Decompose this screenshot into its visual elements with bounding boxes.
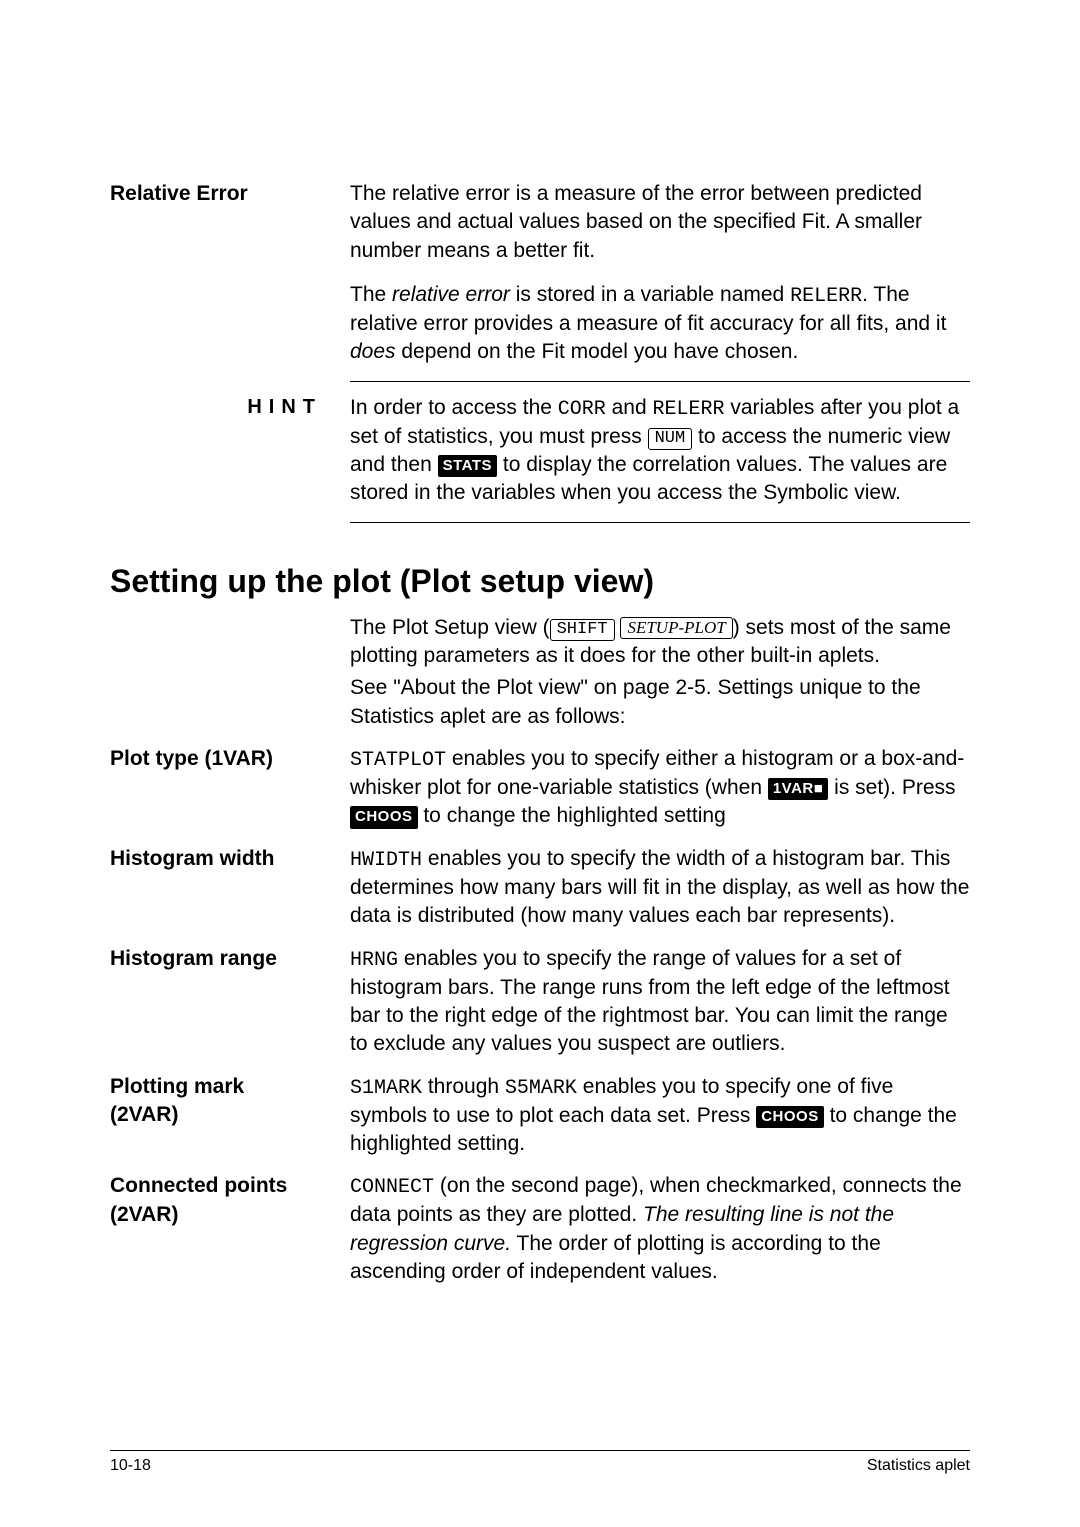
relative-error-body: The relative error is a measure of the e… xyxy=(350,180,970,367)
onevar-softkey: 1VAR■ xyxy=(768,778,828,800)
stats-softkey: STATS xyxy=(438,455,497,477)
relative-error-label: Relative Error xyxy=(110,180,350,367)
plotting-mark-body: S1MARK through S5MARK enables you to spe… xyxy=(350,1073,970,1159)
hist-width-block: Histogram width HWIDTH enables you to sp… xyxy=(110,845,970,931)
page-footer: 10-18 Statistics aplet xyxy=(110,1450,970,1475)
plot-type-block: Plot type (1VAR) STATPLOT enables you to… xyxy=(110,745,970,831)
hist-range-label: Histogram range xyxy=(110,945,350,1059)
choos-softkey: CHOOS xyxy=(350,806,418,828)
plot-type-body: STATPLOT enables you to specify either a… xyxy=(350,745,970,831)
relative-error-block: Relative Error The relative error is a m… xyxy=(110,180,970,367)
setup-plot-key: SETUP-PLOT xyxy=(620,617,732,639)
relerr-para2: The relative error is stored in a variab… xyxy=(350,281,970,367)
relerr-para1: The relative error is a measure of the e… xyxy=(350,180,970,265)
hint-body: In order to access the CORR and RELERR v… xyxy=(350,394,970,508)
num-key: NUM xyxy=(648,428,693,450)
connected-points-body: CONNECT (on the second page), when check… xyxy=(350,1172,970,1286)
hist-width-label: Histogram width xyxy=(110,845,350,931)
plotting-mark-block: Plotting mark (2VAR) S1MARK through S5MA… xyxy=(110,1073,970,1159)
intro-block: The Plot Setup view (SHIFT SETUP-PLOT) s… xyxy=(110,614,970,731)
hist-range-block: Histogram range HRNG enables you to spec… xyxy=(110,945,970,1059)
hist-range-body: HRNG enables you to specify the range of… xyxy=(350,945,970,1059)
choos-softkey-2: CHOOS xyxy=(756,1106,824,1128)
hint-rule-bottom xyxy=(350,522,970,523)
plot-type-label: Plot type (1VAR) xyxy=(110,745,350,831)
hint-block: HINT In order to access the CORR and REL… xyxy=(110,394,970,508)
hint-rule-top xyxy=(350,381,970,382)
connected-points-label: Connected points (2VAR) xyxy=(110,1172,350,1286)
intro-body: The Plot Setup view (SHIFT SETUP-PLOT) s… xyxy=(350,614,970,731)
shift-key: SHIFT xyxy=(550,619,615,641)
footer-title: Statistics aplet xyxy=(867,1457,970,1475)
hint-label: HINT xyxy=(110,394,350,508)
connected-points-block: Connected points (2VAR) CONNECT (on the … xyxy=(110,1172,970,1286)
section-title: Setting up the plot (Plot setup view) xyxy=(110,563,970,600)
plotting-mark-label: Plotting mark (2VAR) xyxy=(110,1073,350,1159)
hist-width-body: HWIDTH enables you to specify the width … xyxy=(350,845,970,931)
page-number: 10-18 xyxy=(110,1457,151,1475)
